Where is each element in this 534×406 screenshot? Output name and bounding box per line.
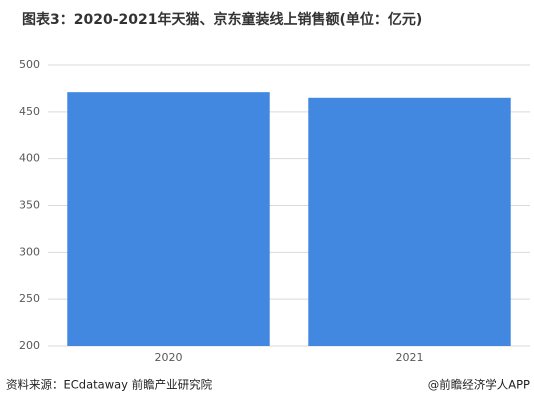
chart-title: 图表3：2020-2021年天猫、京东童装线上销售额(单位：亿元)	[22, 11, 422, 28]
credit: @前瞻经济学人APP	[428, 378, 530, 392]
y-tick-label: 500	[19, 58, 40, 71]
y-tick-label: 450	[19, 105, 40, 118]
y-tick-label: 250	[19, 292, 40, 305]
x-tick-label: 2020	[155, 351, 183, 364]
bar	[67, 92, 270, 346]
y-tick-label: 350	[19, 199, 40, 212]
source-note: 资料来源：ECdataway 前瞻产业研究院	[6, 378, 213, 392]
x-tick-label: 2021	[396, 351, 424, 364]
y-tick-label: 300	[19, 245, 40, 258]
y-tick-label: 200	[19, 339, 40, 352]
bar	[308, 97, 511, 347]
y-tick-label: 400	[19, 152, 40, 165]
